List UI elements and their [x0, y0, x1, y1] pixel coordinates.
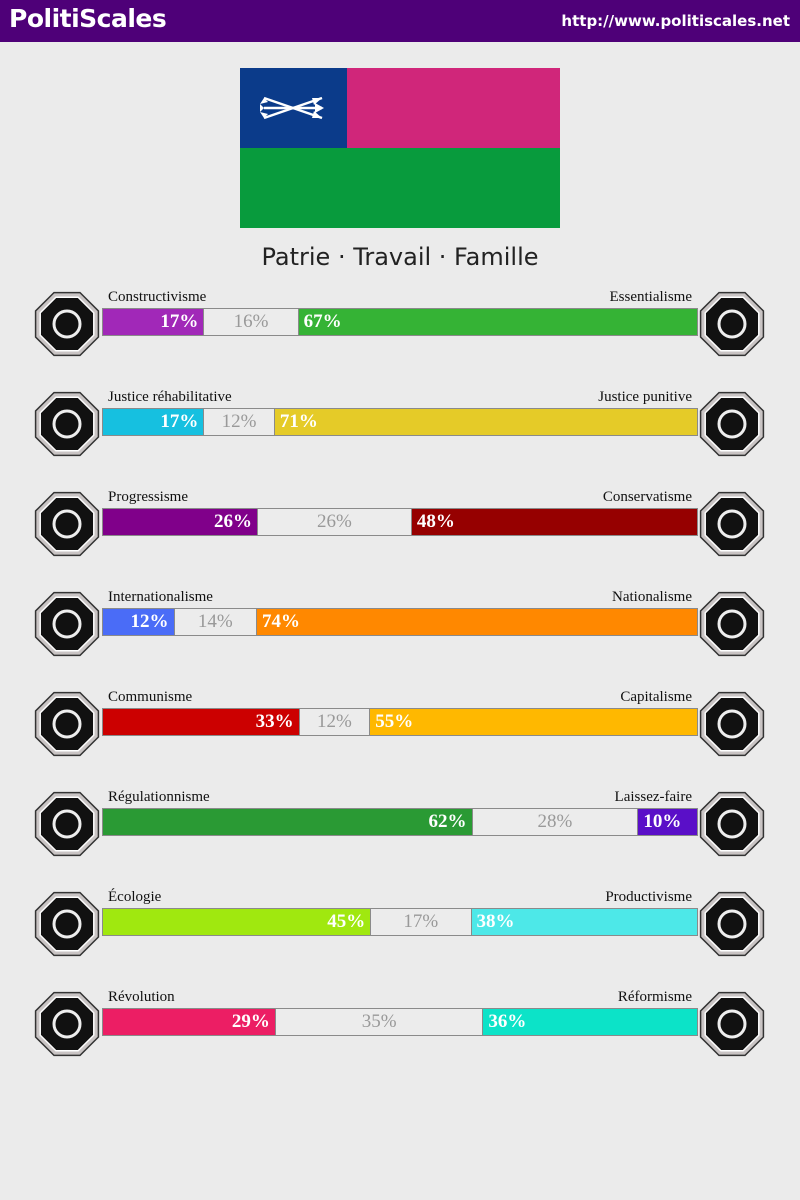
axis-bar: 12% 14% 74%	[102, 608, 698, 636]
quill-icon	[697, 489, 767, 559]
axis-left-segment: 45%	[102, 908, 371, 936]
axis-right-label: Productivisme	[605, 889, 692, 905]
arrows-icon	[260, 96, 324, 120]
slogan: Patrie · Travail · Famille	[261, 243, 539, 271]
axis-bar: 33% 12% 55%	[102, 708, 698, 736]
flag-icon	[697, 589, 767, 659]
axis-left-segment: 12%	[102, 608, 174, 636]
axis-neutral-segment: 26%	[256, 508, 412, 536]
ruler-shapes-icon	[32, 789, 102, 859]
axis-bar: 17% 16% 67%	[102, 308, 698, 336]
header-bar: PolitiScales http://www.politiscales.net	[0, 0, 800, 42]
axis-neutral-segment: 12%	[203, 408, 275, 436]
axis-left-segment: 62%	[102, 808, 472, 836]
flag-top-stripe	[347, 68, 560, 148]
flag-bottom-stripe	[240, 148, 560, 228]
axis-right-segment: 74%	[256, 608, 698, 636]
axis-row: Internationalisme Nationalisme 12% 14% 74%	[0, 589, 800, 669]
fist-icon	[32, 989, 102, 1059]
axis-right-label: Réformisme	[617, 989, 692, 1005]
axis-right-label: Laissez-faire	[614, 789, 692, 805]
axis-left-label: Écologie	[108, 889, 162, 905]
axis-row: Écologie Productivisme 45% 17% 38%	[0, 889, 800, 969]
axis-right-label: Essentialisme	[609, 289, 693, 305]
axis-right-segment: 48%	[411, 508, 698, 536]
axis-right-segment: 36%	[483, 1008, 698, 1036]
axis-neutral-segment: 28%	[471, 808, 639, 836]
axis-row: Justice réhabilitative Justice punitive 17…	[0, 389, 800, 469]
axis-row: Régulationnisme Laissez-faire 62% 28% 10%	[0, 789, 800, 869]
hammer-sickle-icon	[32, 689, 102, 759]
axis-right-segment: 55%	[370, 708, 698, 736]
eye-web-icon	[32, 289, 102, 359]
axis-left-segment: 17%	[102, 308, 204, 336]
butterflies-icon	[697, 789, 767, 859]
rocket-icon	[32, 489, 102, 559]
axis-bar: 17% 12% 71%	[102, 408, 698, 436]
axis-left-label: Régulationnisme	[108, 789, 210, 805]
axis-row: Révolution Réformisme 29% 35% 36%	[0, 989, 800, 1069]
axis-right-label: Conservatisme	[602, 489, 692, 505]
flower-icon	[697, 289, 767, 359]
axis-right-segment: 10%	[638, 808, 698, 836]
axis-row: Constructivisme Essentialisme 17% 16% 67%	[0, 289, 800, 369]
axis-right-segment: 71%	[274, 408, 698, 436]
axis-bar: 29% 35% 36%	[102, 1008, 698, 1036]
axis-left-segment: 29%	[102, 1008, 275, 1036]
axis-right-segment: 38%	[471, 908, 698, 936]
axis-row: Progressisme Conservatisme 26% 26% 48%	[0, 489, 800, 569]
site-url-link[interactable]: http://www.politiscales.net	[561, 12, 790, 30]
axis-left-segment: 26%	[102, 508, 257, 536]
axis-neutral-segment: 17%	[370, 908, 472, 936]
axis-bar: 26% 26% 48%	[102, 508, 698, 536]
axis-right-label: Justice punitive	[598, 389, 692, 405]
handshake-icon	[32, 389, 102, 459]
axis-left-label: Justice réhabilitative	[108, 389, 232, 405]
axis-bar: 62% 28% 10%	[102, 808, 698, 836]
axis-left-label: Progressisme	[108, 489, 188, 505]
axis-neutral-segment: 16%	[203, 308, 299, 336]
axis-right-label: Capitalisme	[620, 689, 692, 705]
axis-left-label: Constructivisme	[108, 289, 207, 305]
axis-neutral-segment: 12%	[298, 708, 371, 736]
result-flag	[240, 68, 560, 228]
axis-left-segment: 17%	[102, 408, 204, 436]
app-title: PolitiScales	[9, 4, 167, 33]
axis-left-label: Communisme	[108, 689, 193, 705]
axis-right-label: Nationalisme	[612, 589, 692, 605]
axis-left-label: Révolution	[108, 989, 175, 1005]
axis-left-segment: 33%	[102, 708, 299, 736]
axis-right-segment: 67%	[298, 308, 698, 336]
axis-neutral-segment: 35%	[274, 1008, 484, 1036]
globe-icon	[32, 589, 102, 659]
axis-left-label: Internationalisme	[108, 589, 213, 605]
prison-bars-icon	[697, 389, 767, 459]
landscape-icon	[697, 989, 767, 1059]
gear-icon	[697, 889, 767, 959]
axis-bar: 45% 17% 38%	[102, 908, 698, 936]
axis-neutral-segment: 14%	[173, 608, 257, 636]
sprout-icon	[32, 889, 102, 959]
money-bag-icon	[697, 689, 767, 759]
axis-row: Communisme Capitalisme 33% 12% 55%	[0, 689, 800, 769]
